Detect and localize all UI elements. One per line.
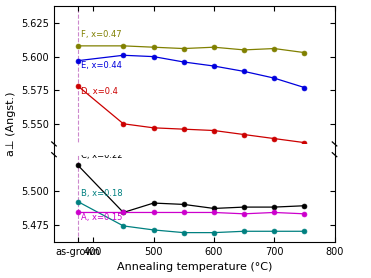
- Text: E, x=0.44: E, x=0.44: [81, 61, 122, 70]
- Bar: [24, 144, 365, 155]
- Text: B, x=0.18: B, x=0.18: [81, 189, 123, 198]
- Text: C, x=0.22: C, x=0.22: [81, 151, 123, 160]
- Text: D, x=0.4: D, x=0.4: [81, 86, 118, 96]
- Text: F, x=0.47: F, x=0.47: [81, 30, 122, 39]
- Text: A, x=0.15: A, x=0.15: [81, 213, 122, 222]
- Y-axis label: a⊥ (Angst.): a⊥ (Angst.): [6, 91, 16, 156]
- X-axis label: Annealing temperature (°C): Annealing temperature (°C): [116, 262, 272, 272]
